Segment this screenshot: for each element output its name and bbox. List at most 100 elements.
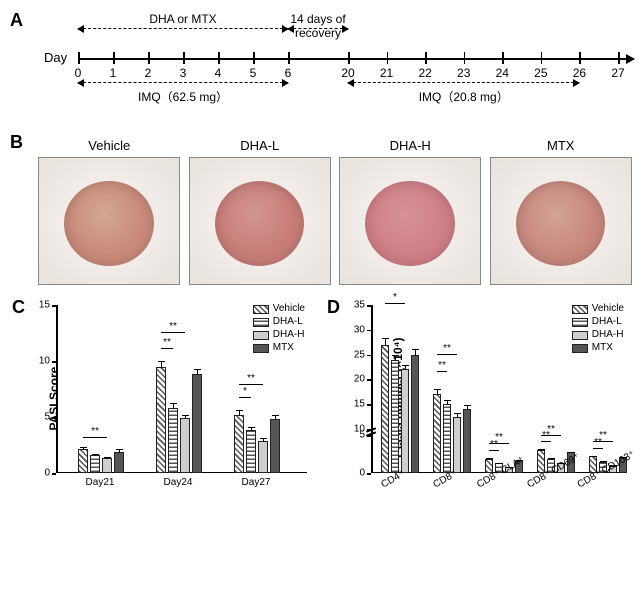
- significance-marker: **: [83, 429, 107, 438]
- segment-label: 14 days of recovery: [288, 12, 348, 40]
- significance-marker: **: [437, 363, 447, 372]
- segment-line: [348, 82, 579, 83]
- error-bar: [385, 338, 386, 345]
- timeline-tick: [464, 52, 466, 64]
- significance-stars: **: [541, 424, 561, 435]
- panel-a: A DHA or MTX14 days of recovery Day 0123…: [10, 10, 632, 120]
- ytick: [52, 473, 56, 475]
- significance-bar: [239, 397, 251, 398]
- timeline-tick-label: 2: [145, 66, 152, 80]
- timeline-tick: [78, 52, 80, 64]
- timeline-tick-label: 3: [180, 66, 187, 80]
- timeline-tick-label: 22: [418, 66, 431, 80]
- timeline-tick-label: 23: [457, 66, 470, 80]
- bar: [168, 408, 178, 473]
- photo-title: DHA-H: [339, 138, 482, 153]
- timeline-tick: [218, 52, 220, 64]
- significance-bar: [161, 332, 185, 333]
- bar: [453, 417, 461, 473]
- panel-c: C VehicleDHA-LDHA-HMTX PASI Score 051015…: [12, 297, 317, 499]
- ytick-label: 10: [39, 356, 50, 367]
- timeline-upper: DHA or MTX14 days of recovery: [78, 14, 618, 40]
- error-bar: [185, 415, 186, 419]
- significance-bar: [541, 435, 561, 436]
- bar: [192, 374, 202, 473]
- segment-line: [78, 82, 288, 83]
- ytick-label: 30: [354, 324, 365, 335]
- significance-stars: **: [239, 373, 263, 384]
- error-bar: [275, 415, 276, 421]
- significance-marker: **: [437, 346, 457, 355]
- significance-stars: *: [239, 386, 251, 397]
- photo-title: DHA-L: [189, 138, 332, 153]
- timeline-tick: [425, 52, 427, 64]
- photo-title: MTX: [490, 138, 633, 153]
- timeline-tick-label: 27: [611, 66, 624, 80]
- arrow-left-icon: [347, 79, 354, 87]
- panel-c-label: C: [12, 297, 25, 318]
- arrow-left-icon: [77, 79, 84, 87]
- timeline-tick: [502, 52, 504, 64]
- error-bar: [541, 449, 542, 451]
- error-bar: [95, 454, 96, 456]
- timeline-tick: [288, 52, 290, 64]
- significance-bar: [593, 448, 603, 449]
- panel-d: D VehicleDHA-LDHA-HMTX T cells number (×…: [327, 297, 632, 499]
- bar: [401, 369, 409, 473]
- segment-label: IMQ（62.5 mg）: [78, 88, 288, 105]
- ytick: [367, 379, 371, 381]
- arrow-right-icon: [573, 79, 580, 87]
- error-bar: [489, 458, 490, 460]
- panel-b: B VehicleDHA-LDHA-HMTX: [10, 132, 632, 285]
- photo-skin-region: [365, 181, 455, 267]
- ytick-label: 15: [39, 300, 50, 311]
- photo-column: DHA-H: [339, 138, 482, 285]
- timeline-tick: [148, 52, 150, 64]
- segment-label: DHA or MTX: [78, 12, 288, 26]
- bar: [156, 367, 166, 473]
- ytick: [367, 330, 371, 332]
- ytick: [52, 417, 56, 419]
- ytick-label: 25: [354, 349, 365, 360]
- timeline-tick: [183, 52, 185, 64]
- timeline-segment: DHA or MTX: [78, 14, 288, 30]
- error-bar: [603, 461, 604, 462]
- error-bar: [161, 361, 162, 368]
- significance-stars: **: [83, 426, 107, 437]
- bar: [114, 452, 124, 473]
- error-bar: [551, 458, 552, 460]
- error-bar: [447, 400, 448, 405]
- error-bar: [499, 463, 500, 465]
- timeline-tick: [618, 52, 620, 64]
- significance-bar: [489, 443, 509, 444]
- significance-stars: **: [437, 360, 447, 371]
- significance-marker: *: [385, 295, 405, 304]
- timeline-tick-label: 24: [496, 66, 509, 80]
- timeline-axis: [78, 58, 634, 60]
- bar: [443, 404, 451, 473]
- ytick-label: 20: [354, 374, 365, 385]
- bar: [411, 355, 419, 473]
- timeline-tick: [253, 52, 255, 64]
- timeline-segment: IMQ（20.8 mg）: [348, 80, 579, 104]
- significance-bar: [437, 371, 447, 372]
- bar: [90, 455, 100, 473]
- ytick: [367, 404, 371, 406]
- timeline-tick: [113, 52, 115, 64]
- timeline-segment: 14 days of recovery: [288, 14, 348, 30]
- segment-line: [78, 28, 288, 29]
- significance-marker: *: [239, 389, 251, 398]
- panel-b-label: B: [10, 132, 23, 153]
- panel-d-label: D: [327, 297, 340, 318]
- error-bar: [263, 438, 264, 441]
- significance-bar: [541, 441, 551, 442]
- significance-bar: [83, 437, 107, 438]
- timeline-tick: [348, 52, 350, 64]
- timeline-tick-label: 0: [75, 66, 82, 80]
- ytick-label: 35: [354, 300, 365, 311]
- significance-marker: **: [161, 340, 173, 349]
- error-bar: [457, 413, 458, 418]
- timeline-tick-label: 5: [250, 66, 257, 80]
- significance-marker: **: [593, 433, 613, 442]
- bar: [78, 449, 88, 473]
